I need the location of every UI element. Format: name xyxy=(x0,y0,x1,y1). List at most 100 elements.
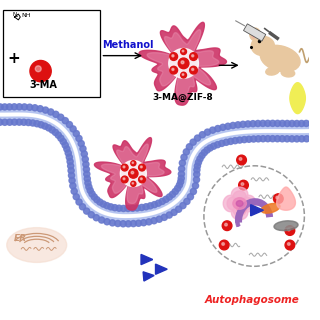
Text: Methanol: Methanol xyxy=(102,40,154,50)
Circle shape xyxy=(166,194,172,200)
Circle shape xyxy=(94,196,100,203)
Circle shape xyxy=(303,120,309,126)
Circle shape xyxy=(135,220,142,226)
Circle shape xyxy=(190,53,197,60)
Circle shape xyxy=(6,104,12,110)
Circle shape xyxy=(68,167,74,174)
Circle shape xyxy=(34,121,40,127)
Circle shape xyxy=(86,184,92,190)
Circle shape xyxy=(129,169,138,178)
Circle shape xyxy=(139,204,145,211)
Circle shape xyxy=(89,191,95,197)
Circle shape xyxy=(260,136,266,142)
Circle shape xyxy=(100,201,106,207)
Circle shape xyxy=(161,214,167,220)
Text: +: + xyxy=(8,51,20,66)
Circle shape xyxy=(88,212,94,218)
Circle shape xyxy=(172,188,178,195)
Circle shape xyxy=(123,166,125,168)
Circle shape xyxy=(93,215,100,221)
Circle shape xyxy=(169,191,176,197)
Circle shape xyxy=(140,220,147,226)
Polygon shape xyxy=(0,117,309,225)
Circle shape xyxy=(255,136,261,142)
Circle shape xyxy=(55,132,61,138)
Circle shape xyxy=(210,127,216,133)
Circle shape xyxy=(225,223,228,226)
Circle shape xyxy=(60,139,66,145)
Circle shape xyxy=(84,208,90,214)
Circle shape xyxy=(275,120,281,126)
Polygon shape xyxy=(147,30,219,98)
Circle shape xyxy=(37,106,43,112)
Circle shape xyxy=(170,53,178,60)
Circle shape xyxy=(214,141,221,148)
Circle shape xyxy=(237,204,246,213)
Circle shape xyxy=(65,150,71,156)
Circle shape xyxy=(239,206,242,209)
Circle shape xyxy=(115,220,121,227)
Circle shape xyxy=(84,171,90,177)
Circle shape xyxy=(183,149,189,155)
Circle shape xyxy=(279,136,285,142)
Circle shape xyxy=(139,176,145,183)
Circle shape xyxy=(181,49,187,54)
Circle shape xyxy=(178,175,184,181)
Circle shape xyxy=(76,199,82,205)
Circle shape xyxy=(130,205,136,212)
Ellipse shape xyxy=(266,67,279,75)
Circle shape xyxy=(11,104,17,110)
Ellipse shape xyxy=(274,221,298,231)
Circle shape xyxy=(7,119,13,125)
Circle shape xyxy=(66,122,73,128)
Circle shape xyxy=(223,139,229,145)
Circle shape xyxy=(132,162,133,164)
Circle shape xyxy=(91,194,97,200)
Circle shape xyxy=(48,109,54,115)
Circle shape xyxy=(16,119,22,125)
Circle shape xyxy=(289,120,295,127)
Circle shape xyxy=(70,126,76,132)
Circle shape xyxy=(304,136,310,142)
Circle shape xyxy=(120,221,126,227)
Circle shape xyxy=(125,221,132,227)
Text: N: N xyxy=(12,12,17,17)
Circle shape xyxy=(146,219,152,225)
Circle shape xyxy=(78,140,84,147)
Circle shape xyxy=(228,138,234,144)
Circle shape xyxy=(237,155,246,165)
Polygon shape xyxy=(0,106,309,213)
Circle shape xyxy=(222,243,224,245)
Circle shape xyxy=(245,121,251,127)
Circle shape xyxy=(186,144,193,150)
Circle shape xyxy=(192,55,194,57)
Polygon shape xyxy=(290,83,305,114)
Circle shape xyxy=(287,243,290,245)
Circle shape xyxy=(87,188,93,194)
Circle shape xyxy=(285,240,295,250)
Circle shape xyxy=(241,183,244,185)
Circle shape xyxy=(21,104,28,110)
Ellipse shape xyxy=(252,30,259,39)
Circle shape xyxy=(211,143,217,149)
Circle shape xyxy=(204,129,211,135)
Circle shape xyxy=(289,136,295,142)
Circle shape xyxy=(182,74,184,75)
Circle shape xyxy=(230,122,236,129)
Circle shape xyxy=(140,166,142,168)
Circle shape xyxy=(222,221,232,230)
Circle shape xyxy=(147,203,153,209)
Circle shape xyxy=(294,120,300,127)
Circle shape xyxy=(104,203,110,209)
Circle shape xyxy=(174,185,181,191)
Circle shape xyxy=(294,136,300,142)
Circle shape xyxy=(112,204,118,211)
Circle shape xyxy=(156,216,162,222)
Circle shape xyxy=(201,149,207,156)
Circle shape xyxy=(73,131,79,137)
Circle shape xyxy=(269,136,276,142)
Circle shape xyxy=(220,124,226,131)
Circle shape xyxy=(181,72,187,78)
Circle shape xyxy=(178,58,189,69)
Circle shape xyxy=(170,66,178,74)
